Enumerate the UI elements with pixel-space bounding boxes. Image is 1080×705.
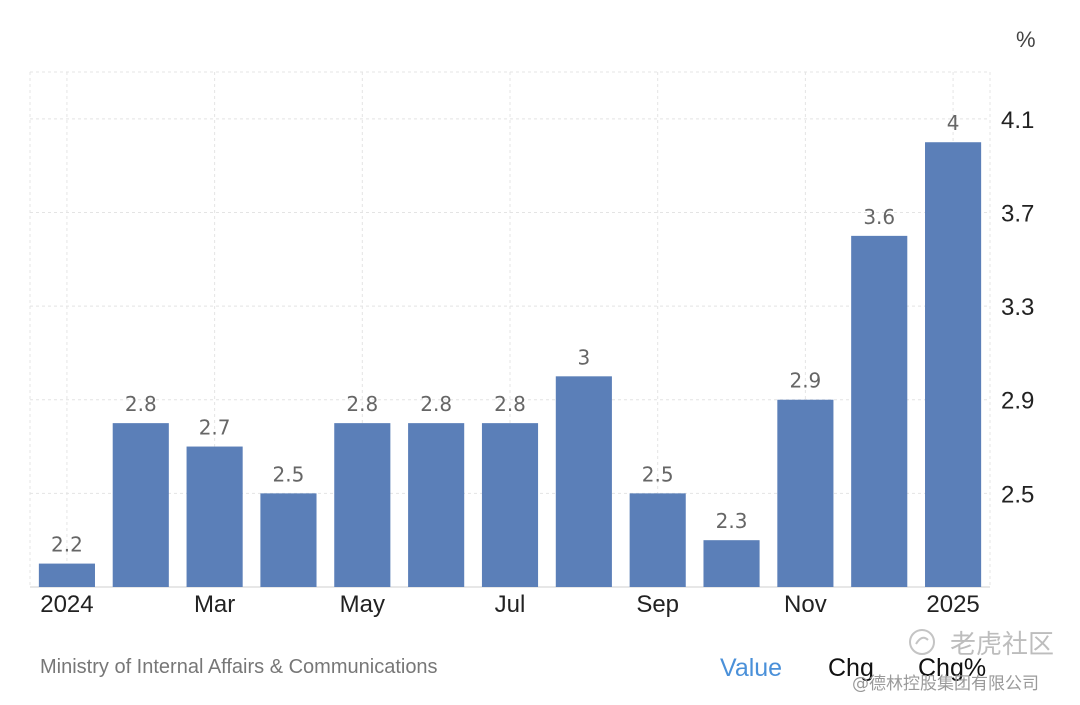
- tab-chg[interactable]: Chg: [828, 654, 874, 682]
- watermark-logo-icon: [909, 629, 935, 655]
- bar-nov[interactable]: [777, 399, 834, 587]
- bar-jun[interactable]: [408, 423, 465, 587]
- data-label: 2.5: [273, 462, 305, 486]
- data-labels-layer: 2.2 2.8 2.7 2.5 2.8 2.8 2.8 3 2.5 2.3 2.9 3.6 4: [51, 111, 959, 556]
- x-tick-label: Nov: [784, 591, 827, 618]
- bar-feb[interactable]: [112, 423, 169, 587]
- y-axis-unit-label: %: [1016, 27, 1036, 52]
- data-label: 2.2: [51, 533, 83, 557]
- data-label: 2.9: [789, 369, 821, 393]
- bar-2024[interactable]: [38, 563, 95, 587]
- data-label: 2.8: [420, 392, 452, 416]
- bar-2025[interactable]: [925, 142, 982, 587]
- data-label: 3.6: [863, 205, 895, 229]
- y-tick-label: 3.7: [1001, 200, 1034, 227]
- data-label: 4: [947, 111, 960, 135]
- y-tick-label: 4.1: [1001, 107, 1034, 134]
- y-tick-label: 2.5: [1001, 481, 1034, 508]
- x-tick-label: 2025: [926, 591, 979, 618]
- bar-aug[interactable]: [555, 376, 612, 587]
- data-label: 2.5: [642, 462, 674, 486]
- bar-apr[interactable]: [260, 493, 317, 587]
- bar-oct[interactable]: [703, 540, 760, 587]
- watermark-subtext: @德林控股集团有限公司: [852, 674, 1039, 694]
- bar-chart: 2.22.82.72.52.8 2.8 2.832.52.32.93.64 2.52…: [29, 27, 1036, 618]
- data-label: 3: [577, 345, 590, 369]
- x-tick-label: Jul: [495, 591, 526, 618]
- x-tick-label: Sep: [636, 591, 679, 618]
- x-axis-ticks: 2024 Mar May Jul Sep Nov 2025: [40, 591, 980, 618]
- bar-jul[interactable]: [481, 423, 539, 587]
- tab-chg-percent[interactable]: Chg%: [918, 654, 987, 682]
- bar-may[interactable]: [334, 423, 391, 587]
- x-tick-label: May: [340, 591, 385, 618]
- data-label: 2.3: [716, 509, 748, 533]
- bar-mar[interactable]: [186, 446, 243, 587]
- x-tick-label: 2024: [40, 591, 93, 618]
- data-label: 2.7: [199, 416, 231, 440]
- bar-dec[interactable]: [851, 235, 908, 587]
- bar-sep[interactable]: [629, 493, 686, 587]
- source-attribution: Ministry of Internal Affairs & Communica…: [40, 656, 438, 678]
- data-label: 2.8: [125, 392, 157, 416]
- data-label: 2.8: [346, 392, 378, 416]
- x-tick-label: Mar: [194, 591, 235, 618]
- y-tick-label: 3.3: [1001, 294, 1034, 321]
- watermark-text: 老虎社区: [950, 630, 1055, 660]
- bars-layer: [38, 142, 982, 587]
- chart-area: 2.2 2.8 2.7 2.5 2.8 2.8 2.8 3 2.5 2.3 2.9 3.6 4 2.5 2…: [29, 27, 1036, 618]
- y-axis-ticks: 2.5 2.9 3.3 3.7 4.1: [1001, 107, 1034, 509]
- tab-value[interactable]: Value: [720, 654, 783, 682]
- y-tick-label: 2.9: [1001, 388, 1034, 415]
- data-label: 2.8: [494, 392, 526, 416]
